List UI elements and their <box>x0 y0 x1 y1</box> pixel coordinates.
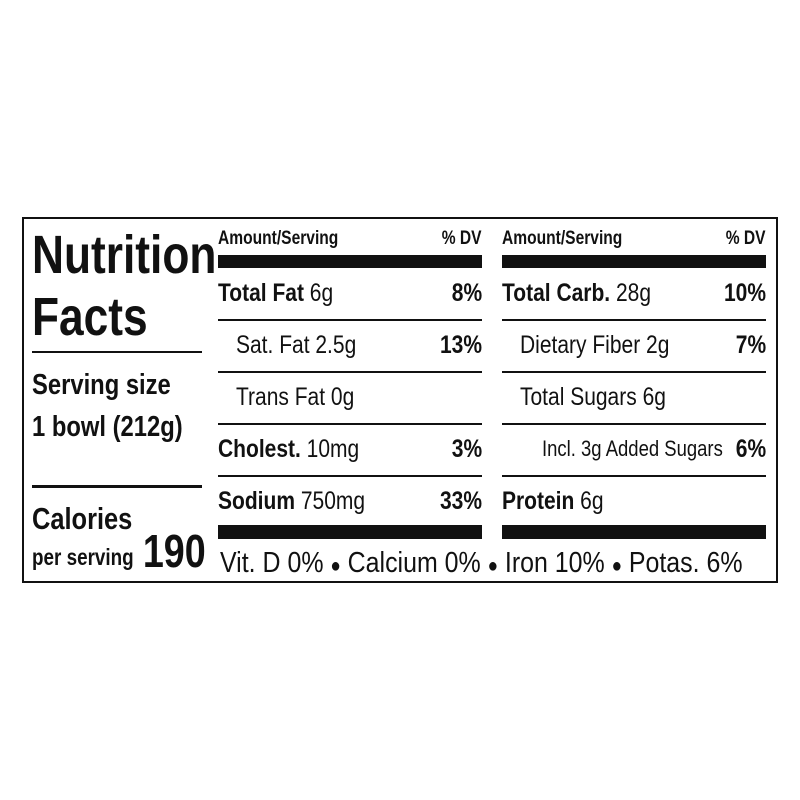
vitamins-line: Vit. D 0% ● Calcium 0% ● Iron 10% ● Potas. 6% <box>220 549 743 578</box>
calories-value: 190 <box>143 525 206 577</box>
label-box <box>22 217 778 583</box>
nutrient-name: Cholest. <box>218 434 301 463</box>
header-dv: % DV <box>726 228 766 249</box>
nutrient-amount: 28g <box>615 278 652 307</box>
row-rule <box>218 475 482 477</box>
row-rule <box>502 475 766 477</box>
nutrient-amount: 0g <box>330 382 355 411</box>
nutrient-amount: 6g <box>309 278 334 307</box>
bullet: ● <box>330 555 341 577</box>
serving-amount: 1 bowl (212g) <box>32 411 183 443</box>
nutrient-name: Total Sugars <box>520 382 637 411</box>
nutrient-row: Incl. 3g Added Sugars <box>542 438 723 460</box>
nutrient-dv: 3% <box>451 434 482 463</box>
nutrient-name: Sodium <box>218 486 296 515</box>
vitamin: Iron 10% <box>504 547 605 579</box>
row-rule <box>218 319 482 321</box>
nutrient-row: Protein 6g <box>502 486 604 515</box>
nutrient-name: Dietary Fiber <box>520 330 641 359</box>
calories-sublabel: per serving <box>32 544 134 570</box>
nutrient-name: Trans Fat <box>236 382 326 411</box>
row-rule <box>502 423 766 425</box>
nutrient-row: Trans Fat 0g <box>236 382 355 411</box>
header-amount: Amount/Serving <box>502 228 623 249</box>
thick-bar <box>502 255 766 268</box>
row-rule <box>502 319 766 321</box>
title-line: Nutrition <box>32 225 217 285</box>
nutrient-amount: 6g <box>580 486 604 515</box>
nutrient-dv: 13% <box>439 330 482 359</box>
row-rule <box>502 371 766 373</box>
title-line: Facts <box>32 287 148 347</box>
nutrient-amount: 750mg <box>300 486 366 515</box>
header-dv: % DV <box>442 228 482 249</box>
nutrient-name: Total Fat <box>218 278 304 307</box>
nutrient-amount: 2g <box>646 330 670 359</box>
nutrient-name: Sat. Fat <box>236 330 310 359</box>
nutrient-row: Dietary Fiber 2g <box>520 330 670 359</box>
nutrient-name: Incl. 3g Added Sugars <box>542 436 723 461</box>
nutrient-name: Total Carb. <box>502 278 611 307</box>
serving-label: Serving size <box>32 369 171 401</box>
rule <box>32 485 202 488</box>
nutrient-dv: 8% <box>451 278 482 307</box>
thick-bar <box>218 255 482 268</box>
row-rule <box>218 423 482 425</box>
thick-bar <box>502 525 766 539</box>
row-rule <box>218 371 482 373</box>
vitamin: Vit. D 0% <box>220 547 324 579</box>
bullet: ● <box>487 555 499 577</box>
nutrient-dv: 10% <box>723 278 766 307</box>
nutrient-row: Cholest. 10mg <box>218 434 360 463</box>
header-amount: Amount/Serving <box>218 228 339 249</box>
nutrient-amount: 2.5g <box>315 330 357 359</box>
nutrient-row: Total Fat 6g <box>218 278 334 307</box>
nutrient-dv: 33% <box>439 486 482 515</box>
rule <box>32 351 202 353</box>
nutrient-row: Sodium 750mg <box>218 486 366 515</box>
nutrient-amount: 10mg <box>306 434 360 463</box>
nutrient-row: Total Sugars 6g <box>520 382 666 411</box>
nutrient-dv: 7% <box>735 330 766 359</box>
nutrient-dv: 6% <box>735 434 766 463</box>
nutrient-row: Sat. Fat 2.5g <box>236 330 357 359</box>
bullet: ● <box>611 555 622 577</box>
nutrient-name: Protein <box>502 486 575 515</box>
vitamin: Potas. 6% <box>628 547 743 579</box>
vitamin: Calcium 0% <box>347 547 481 579</box>
thick-bar <box>218 525 482 539</box>
nutrient-amount: 6g <box>642 382 666 411</box>
nutrient-row: Total Carb. 28g <box>502 278 652 307</box>
calories-label: Calories <box>32 501 133 536</box>
